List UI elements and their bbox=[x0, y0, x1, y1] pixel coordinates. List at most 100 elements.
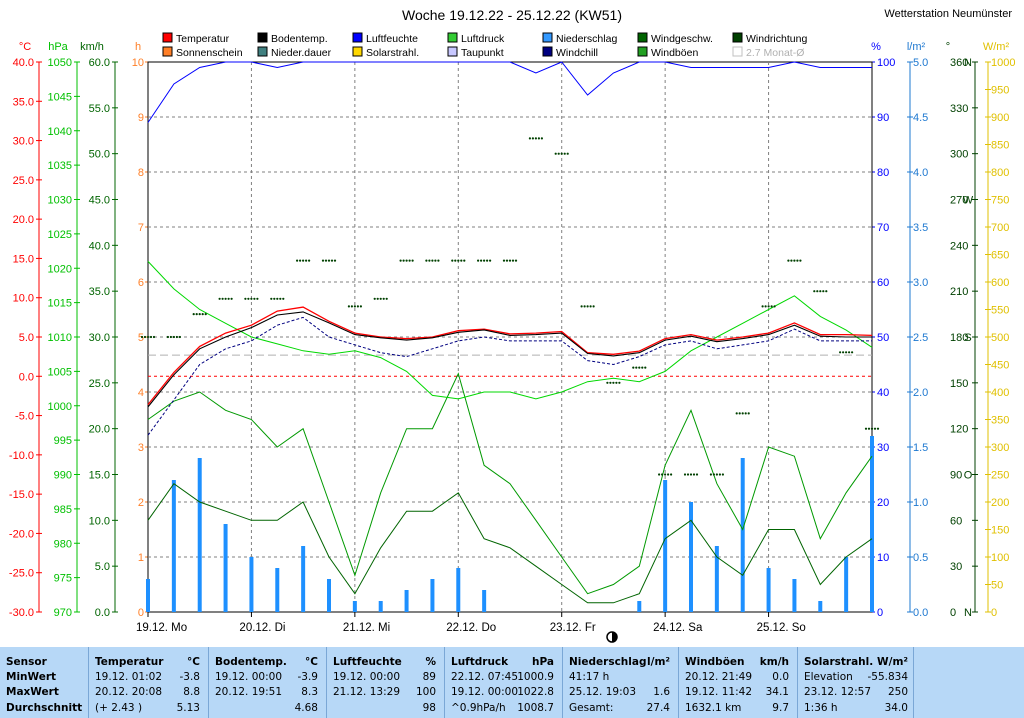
solar-axis-tick-label: 100 bbox=[991, 552, 1009, 564]
wind-direction-dot bbox=[192, 313, 195, 316]
wind-direction-dot bbox=[483, 259, 486, 262]
wind-direction-dot bbox=[664, 473, 667, 476]
wind-direction-dot bbox=[382, 297, 385, 300]
table-unit: °C bbox=[305, 656, 318, 668]
humidity-axis-tick-label: 50 bbox=[877, 332, 889, 344]
wind-direction-dot bbox=[425, 259, 428, 262]
wind-direction-dot bbox=[505, 259, 509, 262]
wind-direction-dot bbox=[273, 297, 276, 300]
direction-axis-tick-label: 30 bbox=[950, 561, 962, 573]
table-cell-value: 9.7 bbox=[772, 702, 789, 714]
table-row-label: MinWert bbox=[6, 671, 57, 683]
wind-direction-dot bbox=[250, 297, 253, 300]
table-cell-label: 19.12. 00:00 bbox=[451, 686, 518, 698]
pressure-axis-tick-label: 1015 bbox=[48, 298, 72, 310]
direction-axis-tick-label: 150 bbox=[950, 378, 968, 390]
table-column: Niederschlag l/m² 41:17 h 25.12. 19:03 1.6 Ge… bbox=[562, 647, 676, 718]
wind-direction-dot bbox=[667, 473, 670, 476]
wind-direction-dot bbox=[149, 335, 153, 339]
solar-axis-tick-label: 200 bbox=[991, 497, 1009, 509]
direction-axis-unit: ° bbox=[946, 41, 950, 53]
wind-direction-dot bbox=[870, 427, 874, 430]
table-unit: km/h bbox=[759, 656, 789, 668]
table-cell-value: 27.4 bbox=[646, 702, 670, 714]
wind-direction-dot bbox=[773, 305, 776, 308]
wind-direction-dot bbox=[845, 351, 848, 354]
precip-bar bbox=[430, 579, 435, 612]
wind-direction-dot bbox=[770, 305, 773, 308]
pressure-line bbox=[147, 261, 873, 400]
wind-direction-dot bbox=[793, 259, 796, 262]
hours-axis-tick-label: 6 bbox=[138, 277, 144, 289]
rain-axis-tick-label: 2.5 bbox=[913, 332, 928, 344]
wind-direction-dot bbox=[169, 335, 172, 339]
precip-bar bbox=[197, 458, 202, 612]
solar-axis-tick-label: 550 bbox=[991, 305, 1009, 317]
wind-direction-dot bbox=[592, 305, 595, 308]
hours-axis-tick-label: 8 bbox=[138, 167, 144, 179]
wind-direction-dot bbox=[609, 381, 612, 384]
table-column: Bodentemp. °C 19.12. 00:00 -3.9 20.12. 19:51… bbox=[208, 647, 324, 718]
table-unit: l/m² bbox=[647, 656, 670, 668]
wind-direction-dot bbox=[692, 473, 696, 476]
chart-legend: Temperatur Sonnenschein Bodentemp. Nieder.d… bbox=[162, 32, 807, 59]
x-axis-days: 19.12. Mo 20.12. Di 21.12. Mi 22.12. Do 23.1… bbox=[136, 612, 806, 634]
humidity-axis-tick-label: 60 bbox=[877, 277, 889, 289]
precip-bar bbox=[844, 557, 849, 612]
table-cell-label: Gesamt: bbox=[569, 702, 614, 714]
wind-direction-dot bbox=[796, 259, 799, 262]
wind-direction-dot bbox=[695, 473, 699, 476]
temp-axis-tick-label: 5.0 bbox=[19, 332, 34, 344]
legend-label: Luftfeuchte bbox=[366, 33, 418, 45]
pressure-axis-tick-label: 1000 bbox=[48, 401, 72, 413]
humidity-axis-unit: % bbox=[871, 41, 881, 53]
wind-direction-dot bbox=[554, 152, 557, 155]
wind-direction-dot bbox=[738, 412, 741, 415]
station-name: Wetterstation Neumünster bbox=[884, 8, 1012, 20]
precip-bar bbox=[171, 480, 176, 612]
wind-direction-dot bbox=[767, 305, 770, 308]
wind-direction-dot bbox=[327, 259, 331, 262]
temp-axis-tick-label: 40.0 bbox=[13, 57, 34, 69]
wind-direction-dot bbox=[586, 305, 589, 308]
temp-axis-tick-label: -10.0 bbox=[9, 450, 34, 462]
hours-axis-tick-label: 5 bbox=[138, 332, 144, 344]
precip-bar bbox=[766, 568, 771, 612]
wind-direction-dot bbox=[689, 473, 693, 476]
legend-label: Niederschlag bbox=[556, 33, 617, 45]
direction-axis-tick-label: 120 bbox=[950, 424, 968, 436]
table-column-sensor: Sensor MinWert MaxWert Durchschnitt bbox=[0, 647, 86, 718]
wind-direction-dot bbox=[480, 259, 483, 262]
legend-swatch bbox=[637, 32, 648, 43]
direction-axis-tick-label: 270 bbox=[950, 195, 968, 207]
legend-label: Sonnenschein bbox=[176, 47, 243, 59]
wind-direction-dot bbox=[333, 259, 337, 262]
wind-direction-dot bbox=[201, 313, 204, 316]
wind-direction-dot bbox=[735, 412, 738, 415]
precip-bar bbox=[740, 458, 745, 612]
direction-axis-tick-label: 180 bbox=[950, 332, 968, 344]
hours-axis-tick-label: 0 bbox=[138, 607, 144, 619]
table-cell-value: 8.3 bbox=[301, 686, 318, 698]
solar-axis-unit: W/m² bbox=[983, 41, 1010, 53]
groundtemp-line bbox=[147, 311, 872, 408]
table-cell-value: 8.8 bbox=[183, 686, 200, 698]
table-cell-value: 250 bbox=[887, 686, 908, 698]
direction-axis-tick-label: 90 bbox=[950, 470, 962, 482]
table-cell-value: 5.13 bbox=[176, 702, 200, 714]
direction-axis-tick-label: 330 bbox=[950, 103, 968, 115]
wind-direction-dot bbox=[146, 335, 150, 339]
solar-axis-tick-label: 150 bbox=[991, 525, 1009, 537]
wind-direction-dot bbox=[402, 259, 405, 262]
wind-direction-dot bbox=[460, 259, 463, 262]
legend-swatch bbox=[542, 46, 553, 57]
precip-bar bbox=[146, 579, 150, 612]
temp-axis-tick-label: -20.0 bbox=[9, 528, 34, 540]
wind-direction-dot bbox=[218, 297, 221, 300]
humidity-axis-tick-label: 40 bbox=[877, 387, 889, 399]
statistics-table: Sensor MinWert MaxWert Durchschnitt Temperat… bbox=[0, 647, 1024, 718]
wind-direction-dot bbox=[848, 351, 851, 354]
wind-speed-line bbox=[147, 483, 873, 604]
humidity-axis-tick-label: 80 bbox=[877, 167, 889, 179]
table-row-label: Durchschnitt bbox=[6, 702, 83, 714]
